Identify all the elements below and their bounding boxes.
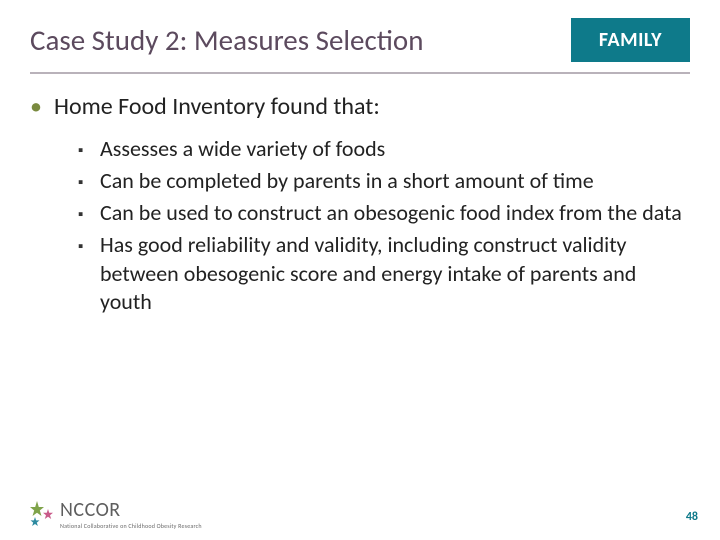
square-bullet-icon: ▪: [78, 174, 100, 193]
list-item: ▪ Has good reliability and validity, inc…: [78, 231, 690, 315]
list-item-text: Assesses a wide variety of foods: [100, 135, 690, 163]
slide-body: • Home Food Inventory found that: ▪ Asse…: [0, 74, 720, 316]
square-bullet-icon: ▪: [78, 142, 100, 161]
list-item: ▪ Can be used to construct an obesogenic…: [78, 199, 690, 227]
logo-subtext: National Collaborative on Childhood Obes…: [60, 522, 202, 530]
sub-bullet-list: ▪ Assesses a wide variety of foods ▪ Can…: [30, 135, 690, 316]
list-item: ▪ Assesses a wide variety of foods: [78, 135, 690, 163]
square-bullet-icon: ▪: [78, 238, 100, 257]
logo-star-icon: [26, 499, 56, 529]
page-number: 48: [686, 510, 698, 524]
logo-text: NCCOR: [60, 498, 202, 522]
footer-logo: NCCOR National Collaborative on Childhoo…: [26, 498, 202, 530]
square-bullet-icon: ▪: [78, 206, 100, 225]
list-item-text: Can be completed by parents in a short a…: [100, 167, 690, 195]
list-item-text: Can be used to construct an obesogenic f…: [100, 199, 690, 227]
lead-bullet-icon: •: [30, 95, 54, 119]
slide-title: Case Study 2: Measures Selection: [30, 22, 571, 58]
category-badge: FAMILY: [571, 18, 690, 62]
list-item: ▪ Can be completed by parents in a short…: [78, 167, 690, 195]
lead-text: Home Food Inventory found that:: [54, 92, 380, 121]
list-item-text: Has good reliability and validity, inclu…: [100, 231, 690, 315]
nccor-logo: NCCOR National Collaborative on Childhoo…: [26, 498, 202, 530]
slide-header: Case Study 2: Measures Selection FAMILY: [0, 0, 720, 62]
lead-bullet-row: • Home Food Inventory found that:: [30, 92, 690, 121]
